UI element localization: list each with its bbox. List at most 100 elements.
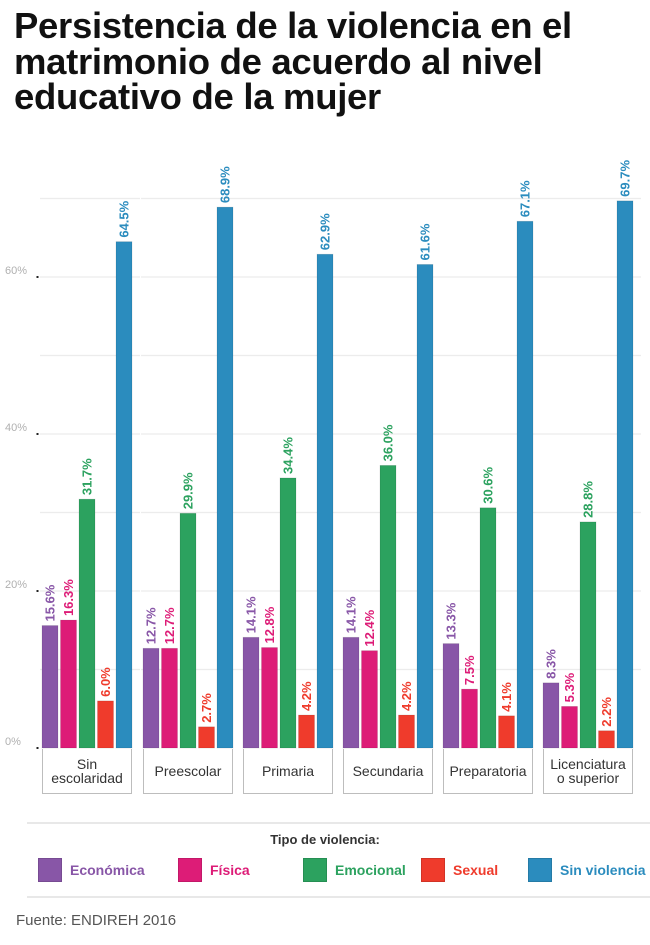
y-tick-mark <box>36 590 39 592</box>
bar-value-label: 69.7% <box>618 160 633 197</box>
legend-item-fisica: Física <box>178 858 250 882</box>
legend-item-sin-violencia: Sin violencia <box>528 858 646 882</box>
bar-fisica-secundaria <box>361 650 378 749</box>
category-label-line: Preparatoria <box>449 763 527 779</box>
legend-swatch-emocional <box>303 858 327 882</box>
bar-sexual-primaria <box>298 714 315 749</box>
category-label-text: Licenciatura o superior <box>550 757 626 785</box>
category-label-text: Preparatoria <box>449 764 526 778</box>
bar-sin-violencia-preescolar <box>216 206 234 749</box>
bar-value-label: 4.2% <box>299 681 314 711</box>
legend-title: Tipo de violencia: <box>270 832 380 847</box>
bar-value-label: 15.6% <box>43 584 58 621</box>
legend-label-fisica: Física <box>210 862 250 878</box>
bar-value-label: 29.9% <box>181 472 196 509</box>
bar-value-label: 30.6% <box>481 466 496 503</box>
category-label-preparatoria: Preparatoria <box>443 749 533 794</box>
bar-fisica-licenciatura-o-superior <box>561 705 578 749</box>
y-tick-label: 60% <box>5 265 27 277</box>
category-label-line: Primaria <box>261 763 315 779</box>
bar-emocional-preescolar <box>179 512 197 749</box>
bar-value-label: 12.8% <box>262 606 277 643</box>
category-label-line: Preescolar <box>154 763 222 779</box>
bar-sexual-secundaria <box>398 714 415 749</box>
bar-economica-secundaria <box>342 636 360 749</box>
category-label-line: Licenciatura <box>550 756 626 772</box>
bar-value-label: 13.3% <box>444 602 459 639</box>
bar-economica-licenciatura-o-superior <box>542 682 560 749</box>
y-tick-mark <box>36 276 39 278</box>
category-label-preescolar: Preescolar <box>143 749 233 794</box>
bar-economica-sin-escolaridad <box>41 625 59 749</box>
bar-value-label: 64.5% <box>117 200 132 237</box>
bar-value-label: 4.2% <box>399 681 414 711</box>
category-label-primaria: Primaria <box>243 749 333 794</box>
bar-chart: 0% 20% 40% 60% 15.6% 12.7% 14.1% 14.1% 13.3% 8.3%… <box>5 160 641 749</box>
source-note: Fuente: ENDIREH 2016 <box>16 912 177 929</box>
y-tick-label: 0% <box>5 736 21 748</box>
bar-economica-preescolar <box>142 647 160 749</box>
bar-value-label: 34.4% <box>281 437 296 474</box>
legend-item-emocional: Emocional <box>303 858 406 882</box>
bar-fisica-sin-escolaridad <box>60 619 77 749</box>
category-label-sin-escolaridad: Sin escolaridad <box>42 749 132 794</box>
bar-economica-preparatoria <box>442 643 460 749</box>
legend-label-economica: Económica <box>70 862 145 878</box>
bar-value-label: 62.9% <box>318 213 333 250</box>
legend-swatch-fisica <box>178 858 202 882</box>
category-label-text: Primaria <box>262 764 314 778</box>
bar-value-label: 31.7% <box>80 458 95 495</box>
category-label-secundaria: Secundaria <box>343 749 433 794</box>
category-label-line: escolaridad <box>51 770 123 786</box>
bar-sin-violencia-primaria <box>316 253 334 749</box>
bar-sexual-licenciatura-o-superior <box>598 730 615 749</box>
y-tick-label: 40% <box>5 422 27 434</box>
bar-value-label: 61.6% <box>418 223 433 260</box>
legend-swatch-sexual <box>421 858 445 882</box>
bar-value-label: 7.5% <box>462 655 477 685</box>
category-label-line: Sin <box>76 756 98 772</box>
legend-label-sexual: Sexual <box>453 862 499 878</box>
bar-value-label: 12.4% <box>362 609 377 646</box>
bar-value-label: 12.7% <box>144 607 159 644</box>
bar-value-label: 14.1% <box>344 596 359 633</box>
y-tick-mark <box>36 433 39 435</box>
bar-value-label: 68.9% <box>218 166 233 203</box>
bar-sexual-preescolar <box>198 726 215 749</box>
category-label-line: Secundaria <box>352 763 424 779</box>
bar-value-label: 12.7% <box>162 607 177 644</box>
chart-title: Persistencia de la violencia en el matri… <box>14 5 572 117</box>
category-label-line: o superior <box>556 770 620 786</box>
category-label-text: Secundaria <box>353 764 424 778</box>
bar-value-label: 36.0% <box>381 424 396 461</box>
bar-economica-primaria <box>242 636 260 749</box>
bar-sin-violencia-secundaria <box>416 264 434 749</box>
bar-fisica-preescolar <box>161 647 178 749</box>
bar-value-label: 28.8% <box>581 481 596 518</box>
legend-bottom-rule <box>27 896 650 898</box>
legend-swatch-sin-violencia <box>528 858 552 882</box>
bar-value-label: 14.1% <box>244 596 259 633</box>
legend-label-sin-violencia: Sin violencia <box>560 862 646 878</box>
bar-emocional-licenciatura-o-superior <box>579 521 597 749</box>
bar-fisica-preparatoria <box>461 688 478 749</box>
y-tick-mark <box>36 747 39 749</box>
bar-value-label: 2.2% <box>599 697 614 727</box>
bar-sin-violencia-licenciatura-o-superior <box>616 200 634 749</box>
legend-item-sexual: Sexual <box>421 858 498 882</box>
legend-label-emocional: Emocional <box>335 862 406 878</box>
bar-value-label: 8.3% <box>544 649 559 679</box>
bar-sexual-preparatoria <box>498 715 515 749</box>
bar-value-label: 5.3% <box>562 672 577 702</box>
legend-item-economica: Económica <box>38 858 145 882</box>
bar-emocional-primaria <box>279 477 297 749</box>
y-tick-label: 20% <box>5 579 27 591</box>
bar-value-label: 2.7% <box>199 693 214 723</box>
bar-sexual-sin-escolaridad <box>97 700 114 749</box>
bar-emocional-preparatoria <box>479 507 497 749</box>
bar-value-label: 67.1% <box>518 180 533 217</box>
bar-value-label: 16.3% <box>61 579 76 616</box>
legend-top-rule <box>27 822 650 824</box>
bar-value-label: 4.1% <box>499 682 514 712</box>
category-label-text: Sin escolaridad <box>51 757 123 785</box>
